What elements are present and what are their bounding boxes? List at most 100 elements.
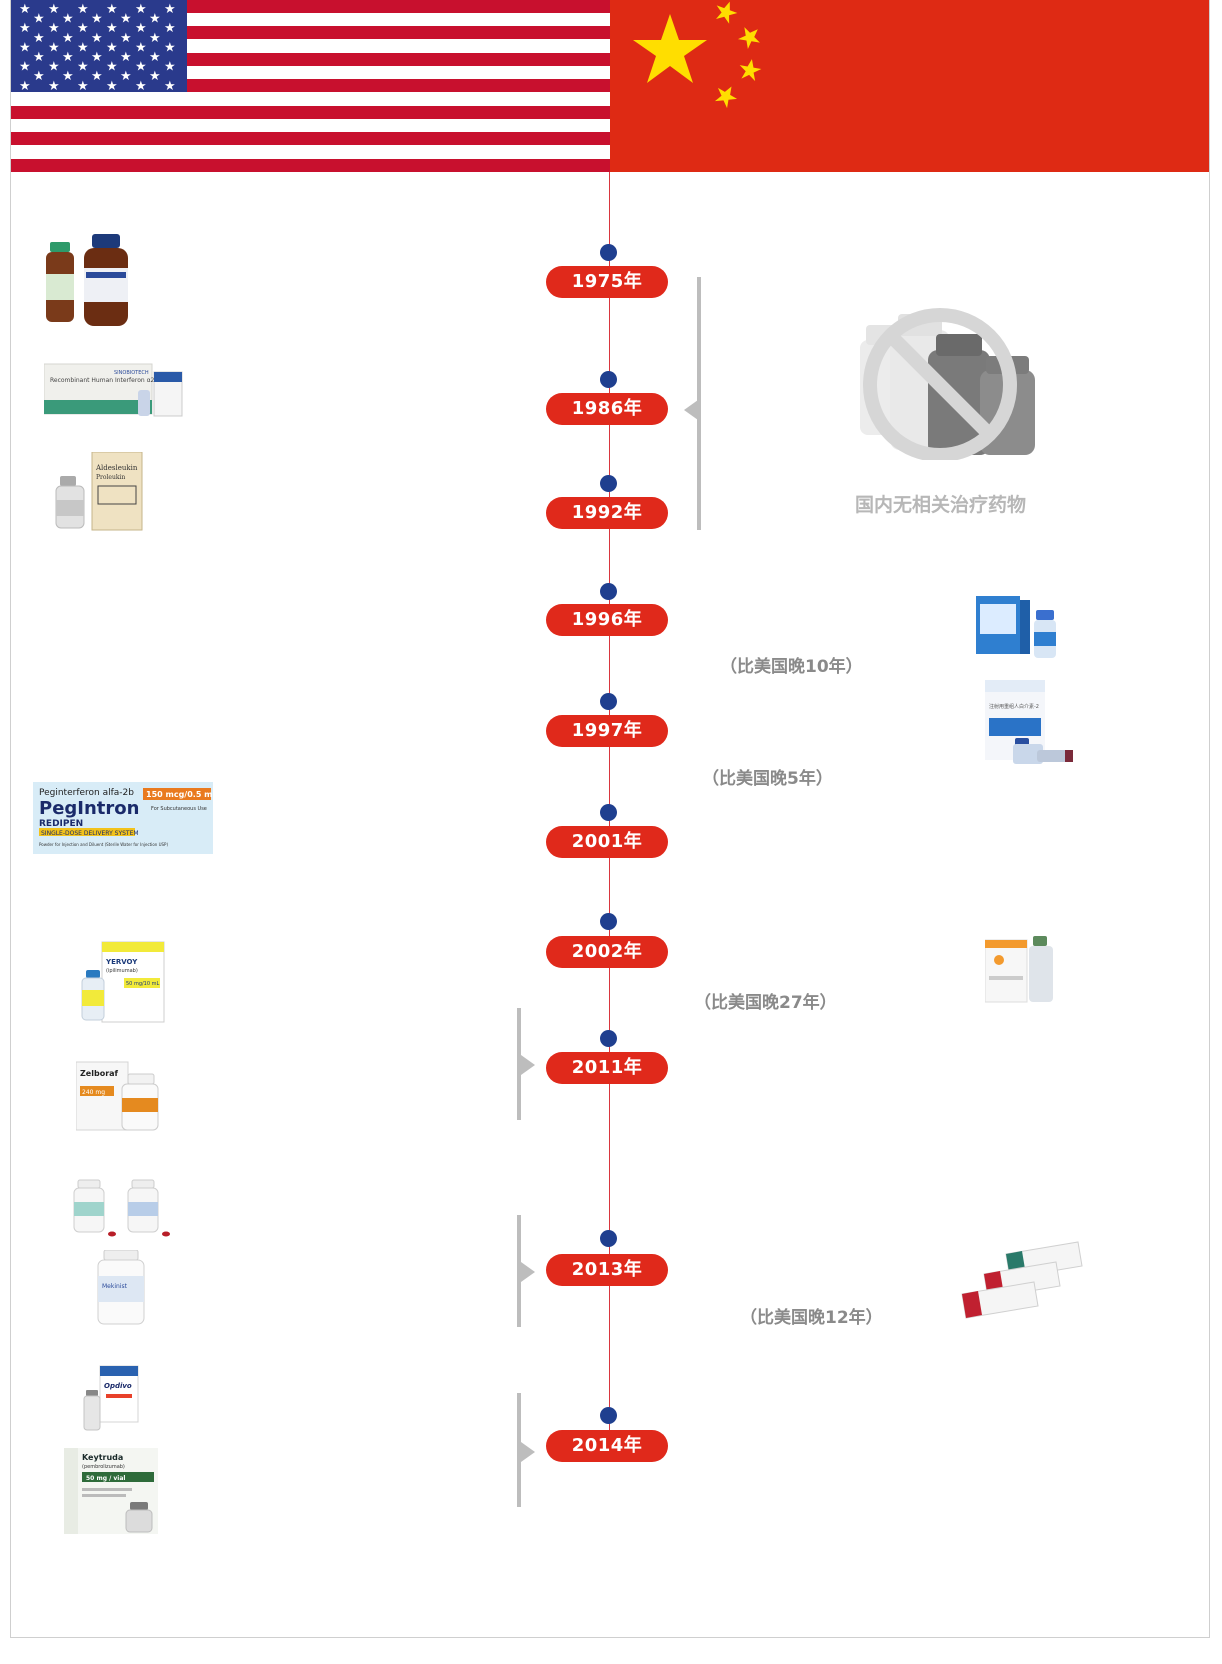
us-2014-keytruda-dose: 50 mg / vial bbox=[86, 1475, 125, 1482]
us-flag-star: ★ bbox=[164, 60, 176, 75]
bracket-2013 bbox=[517, 1215, 521, 1327]
us-flag-star: ★ bbox=[135, 79, 147, 94]
us-flag-star: ★ bbox=[33, 50, 45, 65]
year-pill-2014: 2014年 bbox=[546, 1430, 668, 1462]
us-flag-star: ★ bbox=[62, 69, 74, 84]
us-flag-star: ★ bbox=[19, 21, 31, 36]
year-pill-1986: 1986年 bbox=[546, 393, 668, 425]
us-flag-star: ★ bbox=[164, 21, 176, 36]
cn-drug-2013-image bbox=[961, 1241, 1083, 1319]
us-flag-star: ★ bbox=[120, 69, 132, 84]
us-flag-star: ★ bbox=[77, 2, 89, 17]
cn-il2-1997-image: 注射用重组人白介素-2 bbox=[985, 680, 1073, 764]
timeline-dot-1986 bbox=[600, 371, 617, 388]
us-flag-star: ★ bbox=[77, 79, 89, 94]
us-flag-star: ★ bbox=[91, 69, 103, 84]
us-flag-star: ★ bbox=[149, 50, 161, 65]
us-flag-star: ★ bbox=[135, 21, 147, 36]
us-2001-footer: Powder for Injection and Diluent (Steril… bbox=[39, 842, 168, 847]
lag-note-2002: （比美国晚27年） bbox=[694, 993, 837, 1013]
us-flag-star: ★ bbox=[120, 50, 132, 65]
timeline-dot-1975 bbox=[600, 244, 617, 261]
us-1975-vials-image bbox=[46, 234, 128, 326]
us-2001-redipen: REDIPEN bbox=[39, 819, 83, 829]
year-pill-1992: 1992年 bbox=[546, 497, 668, 529]
us-flag-star: ★ bbox=[19, 2, 31, 17]
us-flag-star: ★ bbox=[120, 31, 132, 46]
us-flag-star: ★ bbox=[91, 50, 103, 65]
us-flag-star: ★ bbox=[164, 2, 176, 17]
us-flag-star: ★ bbox=[77, 60, 89, 75]
us-flag-star: ★ bbox=[164, 79, 176, 94]
us-flag-star: ★ bbox=[33, 31, 45, 46]
us-flag-star: ★ bbox=[149, 31, 161, 46]
us-flag-star: ★ bbox=[106, 40, 118, 55]
timeline-dot-1997 bbox=[600, 693, 617, 710]
us-flag-star: ★ bbox=[135, 40, 147, 55]
us-1992-aldesleukin-image: Aldesleukin Proleukin bbox=[55, 452, 143, 531]
us-2011-tablets-image bbox=[73, 1179, 170, 1237]
us-flag-star: ★ bbox=[135, 60, 147, 75]
us-flag-star: ★ bbox=[91, 12, 103, 27]
cn-il2-label: 注射用重组人白介素-2 bbox=[989, 703, 1039, 710]
us-2001-dose: 150 mcg/0.5 mL bbox=[146, 790, 213, 799]
us-flag-star: ★ bbox=[48, 21, 60, 36]
us-flag-star: ★ bbox=[77, 40, 89, 55]
us-2011-yervoy-generic: (ipilimumab) bbox=[106, 968, 138, 974]
year-pill-2001: 2001年 bbox=[546, 826, 668, 858]
us-1992-brand: Proleukin bbox=[96, 474, 125, 481]
us-2011-yervoy-dose: 50 mg/10 mL bbox=[126, 981, 160, 987]
us-flag-star: ★ bbox=[62, 31, 74, 46]
year-pill-2011: 2011年 bbox=[546, 1052, 668, 1084]
year-pill-1975: 1975年 bbox=[546, 266, 668, 298]
bracket-notch-2014 bbox=[521, 1442, 535, 1462]
us-flag-star: ★ bbox=[19, 40, 31, 55]
us-2001-brand: PegIntron bbox=[39, 798, 139, 819]
us-1992-name: Aldesleukin bbox=[95, 464, 138, 472]
us-flag-star: ★ bbox=[120, 12, 132, 27]
bracket-notch-china bbox=[684, 400, 698, 420]
year-pill-1997: 1997年 bbox=[546, 715, 668, 747]
us-2014-keytruda-image: Keytruda (pembrolizumab) 50 mg / vial bbox=[64, 1448, 158, 1534]
us-flag-star: ★ bbox=[19, 79, 31, 94]
lag-note-2013: （比美国晚12年） bbox=[740, 1308, 883, 1328]
us-flag-star: ★ bbox=[106, 21, 118, 36]
timeline-dot-2011 bbox=[600, 1030, 617, 1047]
timeline-dot-1996 bbox=[600, 583, 617, 600]
year-pill-2002: 2002年 bbox=[546, 936, 668, 968]
us-1986-brand-label: SINOBIOTECH bbox=[114, 370, 149, 376]
us-2001-pegintron-image: Peginterferon alfa-2b 150 mcg/0.5 mL Peg… bbox=[33, 782, 213, 854]
us-flag-star: ★ bbox=[33, 12, 45, 27]
us-flag-star: ★ bbox=[48, 79, 60, 94]
us-2001-top-label: Peginterferon alfa-2b bbox=[39, 788, 134, 798]
year-pill-1996: 1996年 bbox=[546, 604, 668, 636]
us-flag-star: ★ bbox=[62, 12, 74, 27]
us-2011-yervoy-brand: YERVOY bbox=[105, 958, 138, 966]
us-flag-star: ★ bbox=[135, 2, 147, 17]
bracket-2011 bbox=[517, 1008, 521, 1120]
bracket-notch-2013 bbox=[521, 1262, 535, 1282]
content-frame bbox=[10, 0, 1210, 1638]
bracket-notch-2011 bbox=[521, 1055, 535, 1075]
us-flag-star: ★ bbox=[149, 12, 161, 27]
us-flag-star: ★ bbox=[48, 60, 60, 75]
no-drug-icon bbox=[860, 308, 1035, 460]
us-2001-system: SINGLE-DOSE DELIVERY SYSTEM bbox=[41, 830, 139, 837]
us-flag-star: ★ bbox=[106, 2, 118, 17]
us-flag-star: ★ bbox=[106, 79, 118, 94]
us-1986-box-label: Recombinant Human Interferon α2b bbox=[50, 377, 158, 384]
us-flag-star: ★ bbox=[19, 60, 31, 75]
us-2011-zelboraf-brand: Zelboraf bbox=[80, 1069, 119, 1078]
us-2013-mekinist-image: Mekinist bbox=[97, 1250, 145, 1325]
timeline-dot-2002 bbox=[600, 913, 617, 930]
us-flag-star: ★ bbox=[33, 69, 45, 84]
us-2011-zelboraf-image: Zelboraf 240 mg bbox=[76, 1061, 159, 1131]
us-flag-star: ★ bbox=[48, 2, 60, 17]
timeline-dot-1992 bbox=[600, 475, 617, 492]
us-2011-zelboraf-dose: 240 mg bbox=[82, 1089, 105, 1096]
us-2001-note: For Subcutaneous Use bbox=[151, 806, 207, 812]
timeline-dot-2013 bbox=[600, 1230, 617, 1247]
lag-note-1996: （比美国晚10年） bbox=[720, 657, 863, 677]
us-flag-star: ★ bbox=[91, 31, 103, 46]
year-pill-2013: 2013年 bbox=[546, 1254, 668, 1286]
